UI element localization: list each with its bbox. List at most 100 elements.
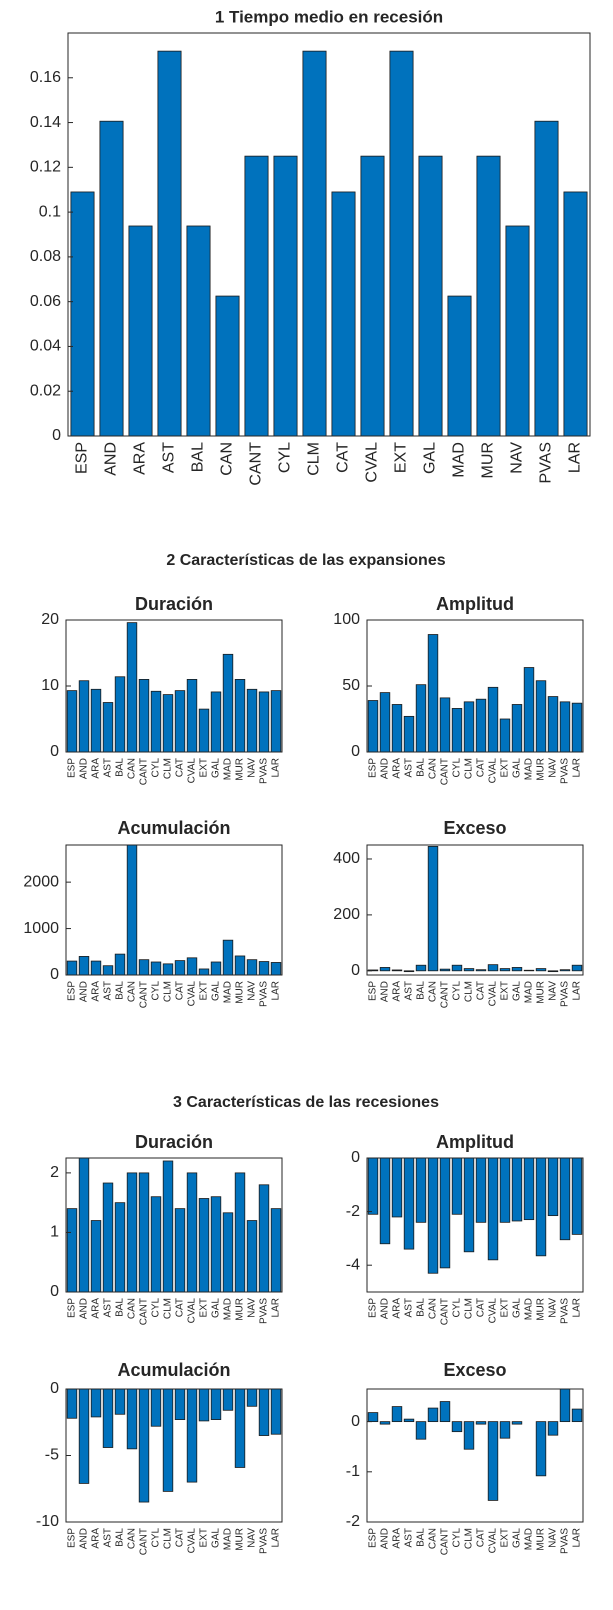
- x-tick-label: LAR: [271, 1298, 282, 1317]
- bar: [463, 968, 475, 972]
- x-tick-label: CLM: [163, 1528, 174, 1549]
- bar: [90, 960, 102, 976]
- bar: [403, 1418, 415, 1423]
- y-tick-label: 0: [50, 1380, 59, 1397]
- y-tick-label: 0: [351, 743, 360, 760]
- x-tick-label: MUR: [235, 981, 246, 1004]
- x-tick-label: CANT: [139, 981, 150, 1008]
- x-tick-label: ARA: [392, 1528, 403, 1549]
- bar: [150, 961, 162, 976]
- x-tick-label: ARA: [91, 1528, 102, 1549]
- x-tick-label: MUR: [536, 1528, 547, 1551]
- bar: [210, 1196, 222, 1293]
- x-tick-label: AND: [380, 1528, 391, 1549]
- y-tick-label: -5: [45, 1447, 59, 1464]
- x-tick-label: NAV: [548, 1528, 559, 1548]
- x-tick-label: CVAL: [187, 981, 198, 1007]
- bar: [499, 1157, 511, 1223]
- x-tick-label: ESP: [67, 981, 78, 1001]
- x-tick-label: ARA: [91, 758, 102, 779]
- x-tick-label: CYL: [452, 1528, 463, 1548]
- bar: [559, 969, 571, 972]
- x-tick-label: EXT: [500, 981, 511, 1000]
- x-tick-label: CAN: [219, 442, 236, 476]
- x-tick-label: MUR: [235, 1298, 246, 1321]
- x-tick-label: NAV: [247, 1528, 258, 1548]
- bar: [523, 1157, 535, 1221]
- x-tick-label: AST: [103, 981, 114, 1000]
- bar: [114, 953, 126, 976]
- x-tick-label: CAN: [127, 1528, 138, 1549]
- y-tick-label: 0.04: [30, 338, 61, 355]
- bar: [418, 155, 443, 437]
- bar: [273, 155, 298, 437]
- bar: [246, 959, 258, 976]
- bar: [487, 1157, 499, 1261]
- x-tick-label: CLM: [163, 981, 174, 1002]
- bar: [78, 1157, 90, 1293]
- bar: [451, 708, 463, 753]
- x-tick-label: EXT: [199, 758, 210, 777]
- x-tick-label: MUR: [480, 442, 497, 478]
- bar: [234, 1172, 246, 1293]
- bar: [302, 50, 327, 437]
- bar: [186, 1388, 198, 1483]
- x-tick-label: CYL: [452, 1298, 463, 1318]
- bar: [379, 967, 391, 972]
- bar: [186, 957, 198, 976]
- x-tick-label: CAT: [175, 981, 186, 1000]
- x-tick-label: CANT: [440, 758, 451, 785]
- chart-title: Amplitud: [436, 594, 514, 614]
- bar: [487, 1421, 499, 1501]
- bar: [379, 1421, 391, 1425]
- bar: [360, 155, 385, 437]
- x-tick-label: CLM: [306, 442, 323, 476]
- x-tick-label: CAN: [127, 981, 138, 1002]
- bar: [126, 1388, 138, 1450]
- x-tick-label: NAV: [548, 1298, 559, 1318]
- x-tick-label: EXT: [199, 1528, 210, 1547]
- y-tick-label: 100: [333, 611, 360, 628]
- bar: [246, 1388, 258, 1407]
- bar: [210, 961, 222, 976]
- x-tick-label: MUR: [536, 758, 547, 781]
- bar: [198, 708, 210, 753]
- y-tick-label: 2000: [23, 873, 59, 890]
- bar: [234, 679, 246, 753]
- y-tick-label: 0.14: [30, 114, 61, 131]
- x-tick-label: AND: [380, 758, 391, 779]
- axes-box: [366, 1157, 584, 1293]
- bar: [90, 1388, 102, 1418]
- bar: [427, 1157, 439, 1274]
- bar: [198, 1388, 210, 1422]
- y-tick-label: 1: [50, 1224, 59, 1241]
- bar: [186, 679, 198, 753]
- y-tick-label: 0.1: [39, 203, 61, 220]
- bar: [215, 295, 240, 437]
- axes-box: [65, 1157, 283, 1293]
- x-tick-label: PVAS: [538, 442, 555, 484]
- bar: [102, 965, 114, 976]
- bar: [186, 1172, 198, 1293]
- chart-title: 1 Tiempo medio en recesión: [215, 7, 443, 26]
- x-tick-label: CANT: [440, 981, 451, 1008]
- y-tick-label: 400: [333, 850, 360, 867]
- chart-title: Exceso: [443, 818, 506, 838]
- bar: [138, 1172, 150, 1293]
- x-tick-label: NAV: [509, 442, 526, 474]
- bar: [331, 191, 356, 437]
- bar: [475, 1421, 487, 1425]
- x-tick-label: PVAS: [560, 981, 571, 1007]
- x-tick-label: EXT: [500, 1528, 511, 1547]
- y-tick-label: 0: [351, 1149, 360, 1166]
- x-tick-label: MAD: [223, 1528, 234, 1550]
- x-tick-label: ESP: [67, 1528, 78, 1548]
- x-tick-label: CAT: [175, 1298, 186, 1317]
- x-tick-label: ARA: [91, 981, 102, 1002]
- x-tick-label: MAD: [524, 758, 535, 780]
- x-tick-label: CANT: [440, 1298, 451, 1325]
- bar: [174, 690, 186, 753]
- x-tick-label: ESP: [368, 1298, 379, 1318]
- bar: [198, 1198, 210, 1293]
- x-tick-label: AND: [103, 442, 120, 476]
